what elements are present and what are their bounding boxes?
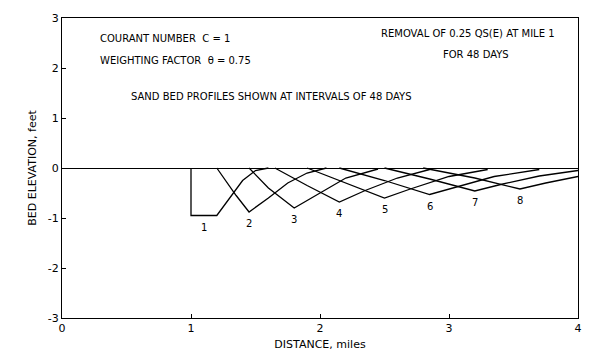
svg-text:1: 1 <box>52 112 59 125</box>
svg-text:COURANT NUMBER C = 1: COURANT NUMBER C = 1 <box>100 33 230 44</box>
svg-text:2: 2 <box>317 322 324 335</box>
svg-text:7: 7 <box>472 197 478 208</box>
svg-text:5: 5 <box>382 204 388 215</box>
svg-text:4: 4 <box>336 208 342 219</box>
svg-text:3: 3 <box>52 12 59 25</box>
svg-text:4: 4 <box>575 322 582 335</box>
svg-text:FOR 48 DAYS: FOR 48 DAYS <box>443 49 509 60</box>
svg-text:1: 1 <box>188 322 195 335</box>
svg-text:-2: -2 <box>48 262 59 275</box>
svg-text:0: 0 <box>59 322 66 335</box>
svg-text:1: 1 <box>201 222 207 233</box>
svg-text:3: 3 <box>446 322 453 335</box>
svg-text:WEIGHTING FACTOR θ = 0.75: WEIGHTING FACTOR θ = 0.75 <box>100 55 251 66</box>
svg-text:DISTANCE, miles: DISTANCE, miles <box>274 338 366 351</box>
svg-text:6: 6 <box>427 201 433 212</box>
svg-text:REMOVAL OF 0.25 QS(E) AT MILE: REMOVAL OF 0.25 QS(E) AT MILE 1 <box>381 28 555 39</box>
svg-text:BED ELEVATION, feet: BED ELEVATION, feet <box>26 110 39 226</box>
svg-text:0: 0 <box>52 162 59 175</box>
svg-text:8: 8 <box>517 195 523 206</box>
svg-text:2: 2 <box>246 218 252 229</box>
svg-text:-1: -1 <box>48 212 59 225</box>
svg-text:3: 3 <box>291 214 297 225</box>
svg-text:-3: -3 <box>48 312 59 325</box>
svg-text:SAND BED PROFILES SHOWN AT INT: SAND BED PROFILES SHOWN AT INTERVALS OF … <box>131 91 412 102</box>
svg-text:2: 2 <box>52 62 59 75</box>
